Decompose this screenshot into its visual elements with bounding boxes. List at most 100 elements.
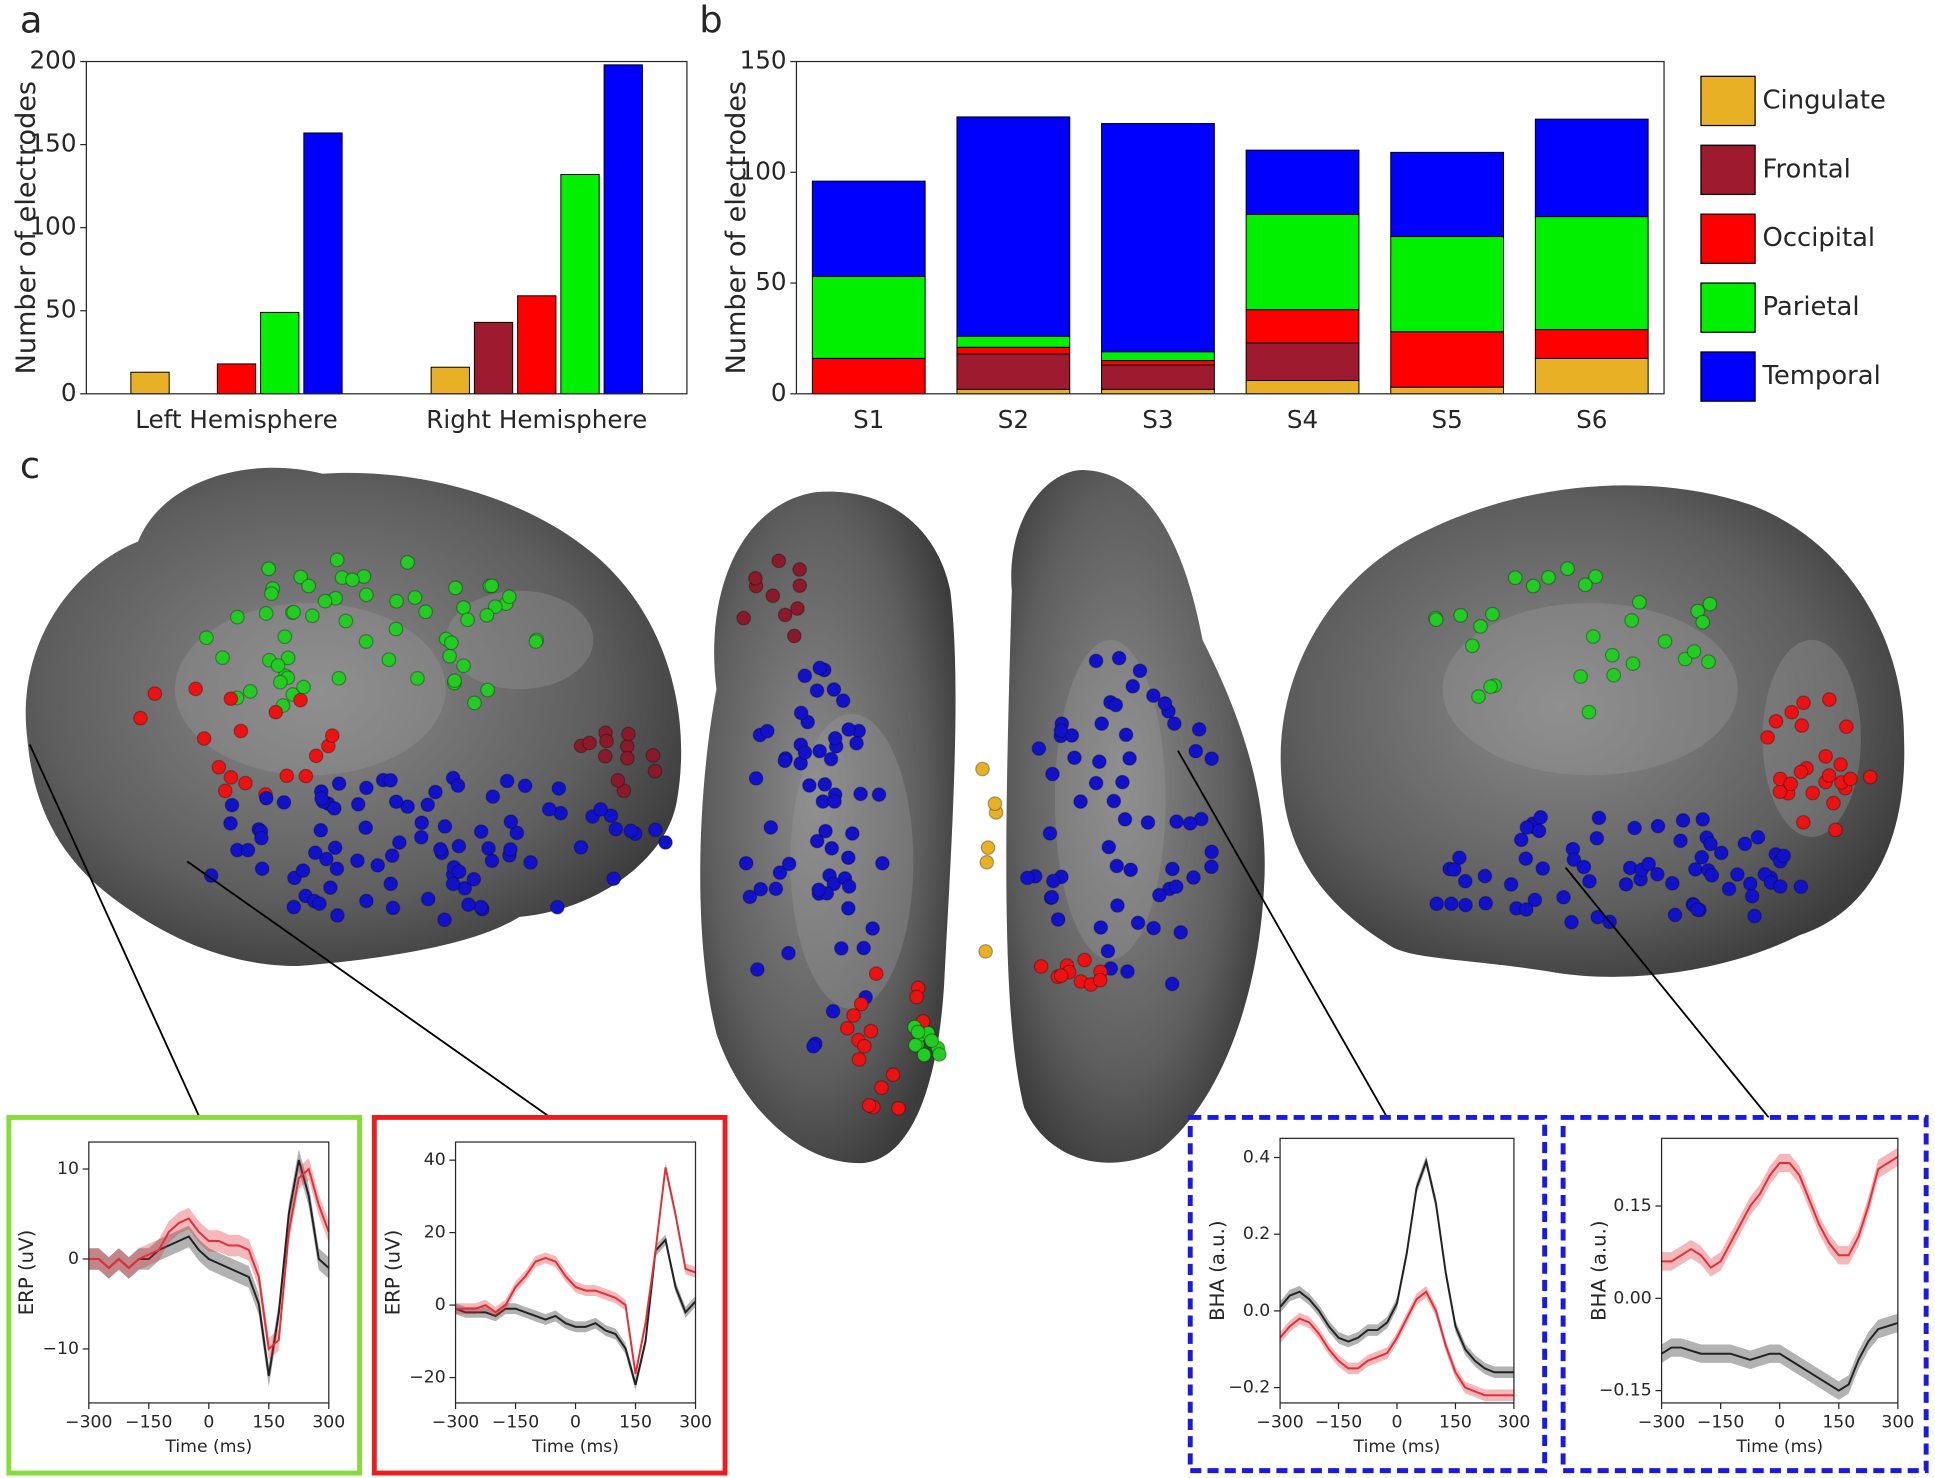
y-tick-label: −0.15: [1599, 1381, 1652, 1401]
electrode: [407, 590, 423, 605]
electrode: [1088, 775, 1104, 791]
electrode: [797, 668, 813, 684]
electrode: [254, 861, 270, 877]
y-tick-label: 0.15: [1613, 1196, 1651, 1216]
electrode: [499, 773, 515, 789]
electrode: [324, 728, 340, 744]
electrode: [1627, 820, 1642, 836]
x-tick-label: S2: [998, 405, 1029, 434]
electrode: [1690, 902, 1706, 918]
electrode: [385, 900, 401, 916]
electrode: [987, 796, 1003, 812]
electrode: [909, 989, 924, 1005]
electrode: [1169, 814, 1184, 830]
electrode: [1477, 868, 1493, 884]
electrode: [286, 604, 302, 620]
electrode: [826, 682, 842, 697]
electrode: [358, 587, 374, 603]
electrode: [549, 899, 565, 915]
electrode: [1657, 634, 1673, 649]
electrode: [979, 854, 995, 870]
electrode: [736, 610, 752, 626]
electrode: [264, 586, 279, 602]
error-band: [88, 1149, 329, 1387]
y-axis-label: Number of electrodes: [721, 81, 752, 374]
electrode: [473, 899, 489, 915]
electrode: [261, 561, 277, 577]
electrode: [1130, 915, 1146, 931]
electrode: [648, 822, 663, 838]
electrode: [891, 1100, 906, 1116]
connector: [1564, 867, 1770, 1119]
electrode: [1457, 873, 1473, 889]
electrode: [467, 695, 482, 711]
electrode: [384, 848, 400, 864]
electrode: [327, 840, 343, 856]
y-axis-label: Number of electrodes: [11, 81, 42, 374]
bar-segment: [956, 388, 1071, 395]
x-tick-label: 0: [1774, 1413, 1785, 1433]
electrode: [358, 820, 374, 836]
electrode: [1564, 914, 1579, 930]
electrode: [1443, 896, 1459, 912]
electrode: [841, 722, 857, 737]
bar-segment: [811, 180, 926, 277]
x-tick-label: 300: [1881, 1413, 1914, 1433]
electrode: [875, 855, 890, 871]
electrode: [781, 945, 796, 961]
bar: [560, 174, 600, 395]
electrode: [1507, 570, 1523, 586]
x-axis-label: Time (ms): [1353, 1437, 1441, 1457]
electrode: [389, 593, 404, 609]
y-axis-label: BHA (a.u.): [1588, 1220, 1611, 1320]
electrode: [980, 840, 996, 856]
electrode: [1556, 889, 1571, 905]
electrode: [312, 896, 327, 911]
electrode: [1828, 822, 1843, 838]
electrode: [1165, 861, 1180, 877]
electrode: [753, 881, 769, 897]
y-tick-label: 0: [435, 1295, 446, 1315]
y-tick-label: 20: [424, 1223, 446, 1243]
y-tick-label: 150: [30, 129, 77, 158]
bar: [303, 132, 343, 395]
electrode: [1044, 889, 1060, 905]
electrode: [450, 778, 466, 793]
electrode: [196, 731, 212, 746]
electrode: [293, 569, 309, 585]
x-tick-label: −150: [125, 1413, 172, 1433]
panel-label: c: [20, 444, 40, 487]
electrode: [1566, 852, 1582, 868]
electrode: [582, 735, 597, 751]
electrode: [1094, 716, 1110, 732]
electrode: [270, 658, 286, 673]
electrode: [329, 552, 345, 568]
electrode: [606, 871, 622, 887]
electrode: [1446, 862, 1462, 877]
electrode: [1760, 729, 1775, 745]
electrode: [924, 1033, 940, 1048]
electrode: [1591, 810, 1607, 826]
electrode: [1794, 718, 1810, 733]
legend-swatch: [1700, 213, 1756, 264]
electrode: [487, 599, 503, 615]
electrode: [978, 943, 993, 959]
electrode: [199, 630, 214, 646]
y-tick-label: 0: [68, 1249, 79, 1269]
electrode: [381, 652, 397, 668]
chart: 0 50 100 150 Number of electrodes S1 S2 S3 S4 S5 S…: [721, 46, 1886, 434]
line: [1661, 1155, 1899, 1269]
chart: −20 0 20 40 ERP (uV) −300 −150 0 150 300 Time (ms): [371, 1114, 728, 1476]
electrode: [1664, 875, 1680, 891]
electrode: [619, 750, 635, 766]
x-tick-label: −150: [1697, 1413, 1744, 1433]
electrode: [528, 634, 544, 649]
electrode: [1818, 749, 1834, 764]
x-tick-label: 150: [1439, 1413, 1472, 1433]
connector: [186, 860, 551, 1119]
electrode: [242, 684, 258, 699]
electrode: [851, 1052, 867, 1067]
x-tick-label: Left Hemisphere: [135, 405, 337, 434]
electrode: [1624, 613, 1640, 628]
electrode: [738, 855, 754, 871]
